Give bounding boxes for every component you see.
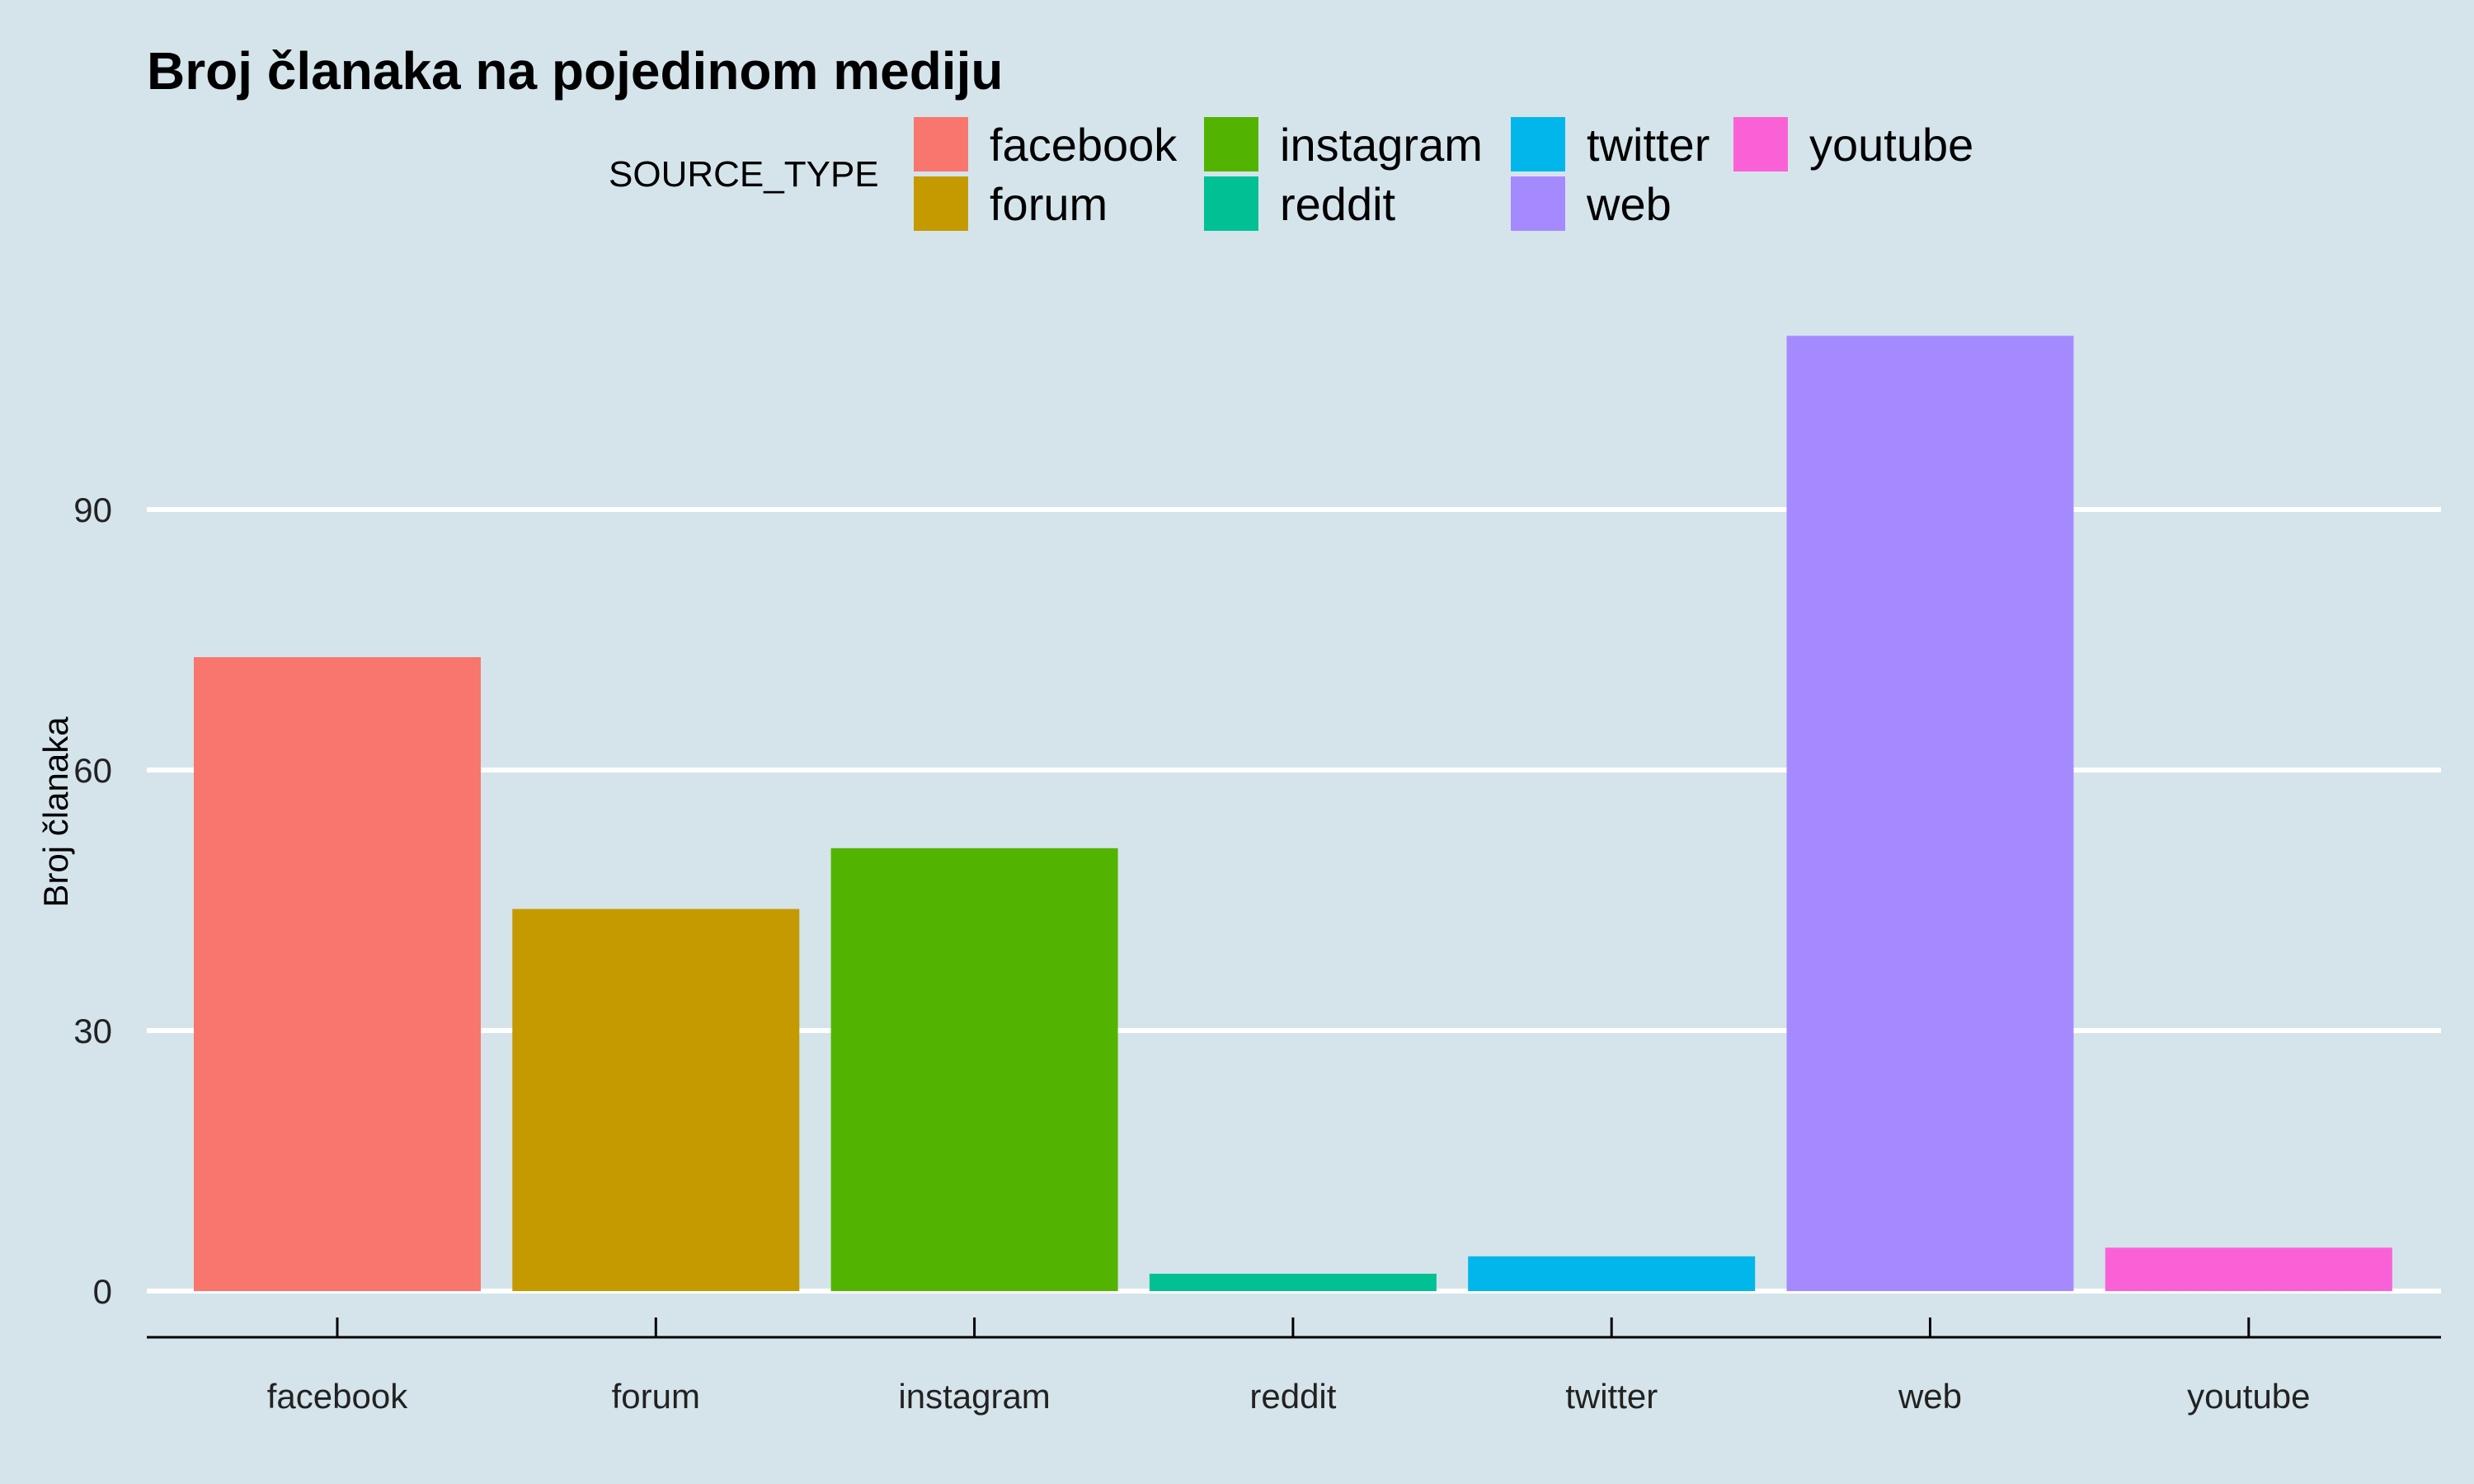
x-tick-label-reddit: reddit [1249,1377,1336,1416]
y-tick-label-90: 90 [73,491,112,529]
y-tick-label-30: 30 [73,1012,112,1050]
legend: SOURCE_TYPE facebook forum instagram reddit… [609,117,1973,231]
x-axis: facebook forum instagram reddit twitter web yo… [147,1317,2441,1416]
bar-reddit [1149,1273,1437,1291]
chart-title: Broj članaka na pojedinom mediju [147,41,1003,101]
legend-swatch-web [1511,176,1565,231]
legend-title: SOURCE_TYPE [609,154,879,195]
legend-swatch-facebook [914,117,968,171]
legend-swatch-instagram [1204,117,1258,171]
bar-facebook [194,657,481,1291]
y-tick-label-0: 0 [93,1272,112,1311]
bar-twitter [1468,1256,1756,1291]
legend-label-forum: forum [990,178,1108,230]
x-tick-label-twitter: twitter [1565,1377,1658,1416]
x-tick-label-youtube: youtube [2187,1377,2310,1416]
x-tick-label-forum: forum [612,1377,700,1416]
legend-label-twitter: twitter [1587,119,1710,171]
bar-forum [512,909,800,1291]
x-tick-label-web: web [1898,1377,1962,1416]
y-axis-ticks: 0 30 60 90 [73,491,112,1311]
legend-swatch-reddit [1204,176,1258,231]
y-axis-title: Broj članaka [36,716,75,908]
legend-label-instagram: instagram [1280,119,1483,171]
legend-label-web: web [1586,178,1672,230]
gridlines [147,507,2441,1294]
legend-label-facebook: facebook [990,119,1178,171]
bar-web [1786,336,2074,1291]
bars [194,336,2392,1291]
legend-label-reddit: reddit [1280,178,1396,230]
legend-swatch-twitter [1511,117,1565,171]
y-tick-label-60: 60 [73,751,112,790]
legend-label-youtube: youtube [1809,119,1973,171]
legend-swatch-youtube [1733,117,1788,171]
bar-instagram [830,848,1118,1291]
legend-swatch-forum [914,176,968,231]
bar-youtube [2105,1247,2392,1291]
x-tick-label-facebook: facebook [267,1377,408,1416]
x-tick-label-instagram: instagram [898,1377,1050,1416]
